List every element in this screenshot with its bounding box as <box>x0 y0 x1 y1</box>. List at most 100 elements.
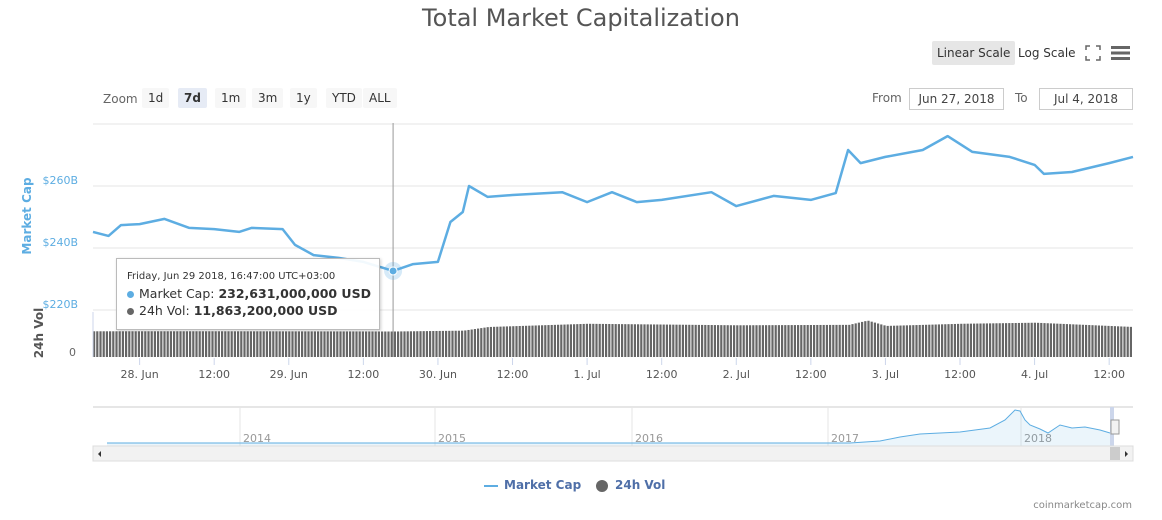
volume-bar <box>262 331 265 357</box>
volume-bar <box>665 324 668 357</box>
volume-bar <box>1046 323 1049 357</box>
scrollbar-thumb[interactable] <box>1110 447 1120 460</box>
zoom-button-3m[interactable]: 3m <box>252 88 284 108</box>
volume-bar <box>675 324 678 357</box>
volume-bar <box>96 331 99 357</box>
volume-bar <box>777 325 780 357</box>
fullscreen-icon[interactable] <box>1085 45 1101 61</box>
market-cap-line <box>92 134 1134 273</box>
volume-bar <box>121 331 124 357</box>
log-scale-button[interactable]: Log Scale <box>1018 46 1076 60</box>
volume-bar <box>288 331 291 357</box>
credit-link[interactable]: coinmarketcap.com <box>1033 500 1132 511</box>
volume-bar <box>825 324 828 357</box>
volume-bar <box>873 322 876 357</box>
navigator-handle[interactable] <box>1110 419 1120 435</box>
volume-bar <box>118 331 121 357</box>
zoom-button-ytd[interactable]: YTD <box>326 88 362 108</box>
x-tick-label: 12:00 <box>944 368 976 381</box>
volume-bar <box>835 324 838 357</box>
volume-bar <box>989 323 992 357</box>
volume-bar <box>448 330 451 357</box>
volume-bar <box>723 325 726 357</box>
volume-bar <box>307 331 310 357</box>
scroll-left-arrow-icon[interactable] <box>98 451 101 457</box>
volume-bar <box>166 331 169 357</box>
volume-bar <box>637 324 640 357</box>
volume-bar <box>464 330 467 357</box>
zoom-label: Zoom <box>103 92 138 106</box>
volume-bar <box>992 323 995 357</box>
volume-bar <box>333 331 336 357</box>
volume-bar <box>339 331 342 357</box>
tooltip-date: Friday, Jun 29 2018, 16:47:00 UTC+03:00 <box>127 271 336 282</box>
legend-item-market-cap[interactable]: Market Cap <box>484 478 581 492</box>
volume-bar <box>467 329 470 357</box>
volume-bar <box>963 323 966 357</box>
volume-bar <box>317 331 320 357</box>
to-date-input[interactable]: Jul 4, 2018 <box>1039 88 1133 110</box>
volume-bar <box>985 323 988 357</box>
volume-bar <box>688 324 691 357</box>
hover-point <box>388 266 398 276</box>
x-tick-label: 12:00 <box>1093 368 1125 381</box>
volume-bar <box>419 331 422 357</box>
scroll-right-arrow-icon[interactable] <box>1125 451 1128 457</box>
volume-bar <box>304 331 307 357</box>
volume-bar <box>291 331 294 357</box>
volume-bar <box>928 324 931 357</box>
volume-bar <box>435 330 438 357</box>
volume-bar <box>1129 326 1132 357</box>
volume-bar <box>377 331 380 357</box>
zoom-button-all[interactable]: ALL <box>363 88 397 108</box>
navigator-year-label: 2018 <box>1024 432 1052 445</box>
volume-bar <box>240 331 243 357</box>
volume-bar <box>1072 324 1075 357</box>
market-cap-chart[interactable]: $220B $240B $260B Market Cap 24h Vol 0 28. Jun… <box>0 0 1162 470</box>
volume-bar <box>461 330 464 357</box>
volume-bar <box>697 324 700 357</box>
zoom-button-1m[interactable]: 1m <box>215 88 247 108</box>
volume-bar <box>582 323 585 357</box>
tooltip-mcap-label: Market Cap: <box>139 286 215 301</box>
volume-bar <box>656 324 659 357</box>
volume-bar <box>1021 322 1024 357</box>
volume-bar <box>681 324 684 357</box>
volume-bar <box>880 324 883 357</box>
volume-bar <box>496 326 499 357</box>
volume-bar <box>429 331 432 357</box>
volume-bar <box>352 331 355 357</box>
volume-bar <box>784 325 787 357</box>
zoom-button-1y[interactable]: 1y <box>290 88 317 108</box>
volume-bar <box>246 331 249 357</box>
zoom-button-7d[interactable]: 7d <box>178 88 207 108</box>
volume-bar <box>393 331 396 357</box>
volume-bar <box>1117 326 1120 357</box>
volume-bar <box>493 326 496 357</box>
volume-bar <box>230 331 233 357</box>
volume-bar <box>173 331 176 357</box>
volume-bar <box>944 324 947 357</box>
volume-bar <box>915 325 918 357</box>
from-date-input[interactable]: Jun 27, 2018 <box>909 88 1004 110</box>
volume-bar <box>502 326 505 357</box>
volume-bar <box>966 323 969 357</box>
navigator-scrollbar[interactable] <box>92 445 1134 462</box>
volume-bar <box>256 331 259 357</box>
linear-scale-button[interactable]: Linear Scale <box>932 41 1016 65</box>
volume-bar <box>141 331 144 357</box>
volume-bar <box>566 324 569 357</box>
volume-bar <box>937 324 940 357</box>
volume-bar <box>163 331 166 357</box>
volume-bar <box>896 325 899 357</box>
volume-bar <box>998 323 1001 357</box>
volume-bar <box>957 323 960 357</box>
tooltip: Friday, Jun 29 2018, 16:47:00 UTC+03:00 … <box>116 258 380 330</box>
zoom-button-1d[interactable]: 1d <box>142 88 170 108</box>
x-tick-label: 12:00 <box>795 368 827 381</box>
volume-bar <box>544 325 547 357</box>
hamburger-menu-icon[interactable] <box>1111 45 1130 61</box>
volume-bar <box>729 325 732 357</box>
legend-item-24h-vol[interactable]: 24h Vol <box>596 478 665 492</box>
volume-bar <box>1017 322 1020 357</box>
